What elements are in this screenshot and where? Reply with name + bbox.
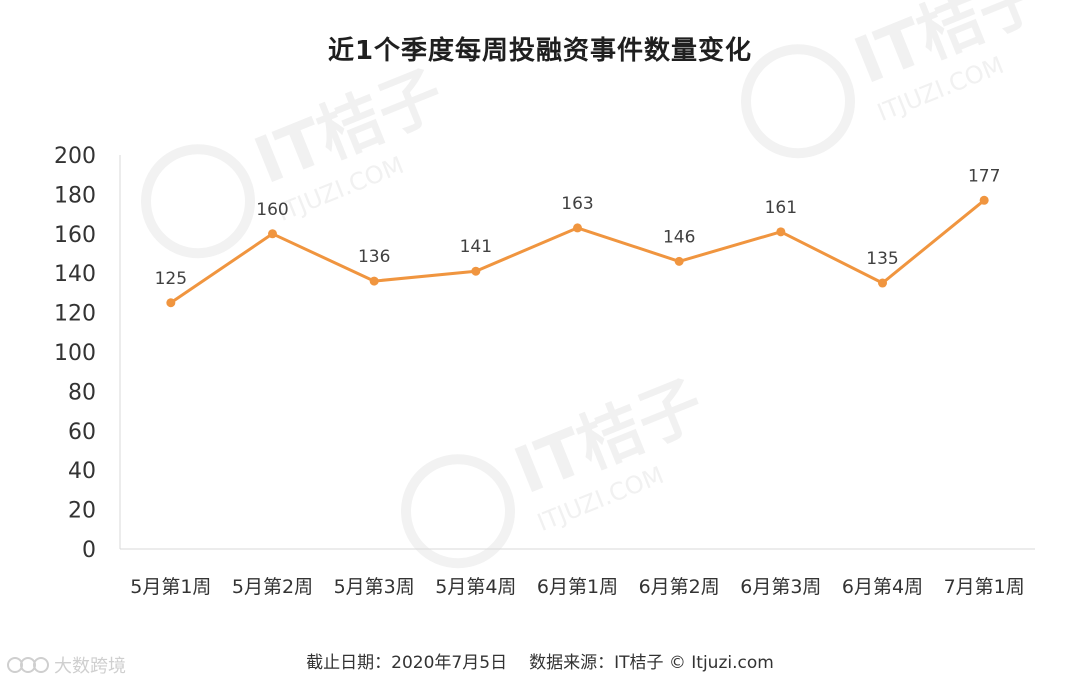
- x-tick-label: 7月第1周: [944, 576, 1025, 598]
- footer: 截止日期：2020年7月5日 数据来源：IT桔子 © Itjuzi.com: [0, 648, 1080, 673]
- y-tick-label: 200: [54, 144, 96, 169]
- data-point: [878, 278, 887, 288]
- y-tick-label: 180: [54, 183, 96, 208]
- x-tick-label: 5月第4周: [435, 576, 516, 598]
- y-tick-label: 20: [68, 499, 96, 524]
- data-point: [166, 298, 176, 308]
- data-label: 146: [663, 227, 695, 247]
- data-point: [674, 256, 684, 266]
- y-tick-label: 160: [54, 223, 96, 248]
- data-point: [471, 266, 481, 276]
- x-tick-label: 5月第2周: [232, 576, 313, 598]
- corner-brand-text: 大数跨境: [54, 656, 126, 677]
- data-label: 177: [968, 166, 1000, 186]
- y-tick-label: 60: [68, 420, 96, 445]
- corner-brand: 大数跨境: [6, 652, 126, 678]
- data-label: 163: [561, 194, 593, 214]
- series-group: [166, 195, 989, 308]
- y-tick-label: 120: [54, 302, 96, 327]
- data-point: [979, 195, 989, 205]
- y-tick-label: 40: [68, 459, 96, 484]
- data-label: 161: [765, 198, 797, 218]
- footer-source: 数据来源：IT桔子 © Itjuzi.com: [529, 653, 774, 673]
- chart-axes: [119, 155, 1035, 550]
- y-tick-label: 80: [68, 380, 96, 405]
- x-tick-label: 6月第2周: [639, 576, 720, 598]
- data-point: [268, 229, 277, 239]
- x-tick-label: 6月第1周: [537, 576, 618, 598]
- footer-date: 截止日期：2020年7月5日: [306, 653, 508, 673]
- data-label: 135: [866, 249, 898, 269]
- x-tick-label: 5月第1周: [130, 576, 211, 598]
- y-tick-label: 100: [54, 341, 96, 366]
- x-tick-label: 5月第3周: [334, 576, 415, 598]
- x-tick-label: 6月第3周: [740, 576, 821, 598]
- brand-logo-icon: [7, 657, 49, 673]
- x-tick-labels: 5月第1周 5月第2周 5月第3周 5月第4周 6月第1周 6月第2周 6月第3周 6月第4周…: [130, 576, 1025, 598]
- data-label: 125: [155, 269, 187, 289]
- y-tick-label: 140: [54, 262, 96, 287]
- data-labels: 125 160 136 141 163 146 161 135 177: [155, 166, 1001, 288]
- data-label: 141: [460, 237, 492, 257]
- data-point: [369, 276, 379, 286]
- x-tick-label: 6月第4周: [842, 576, 923, 598]
- chart-title: 近1个季度每周投融资事件数量变化: [327, 36, 753, 66]
- data-label: 136: [358, 247, 390, 267]
- data-point: [573, 223, 582, 233]
- y-tick-labels: 0 20 40 60 80 100 120 140 160 180 200: [54, 144, 96, 563]
- data-point: [776, 227, 786, 237]
- y-tick-label: 0: [82, 538, 96, 563]
- data-label: 160: [256, 200, 288, 220]
